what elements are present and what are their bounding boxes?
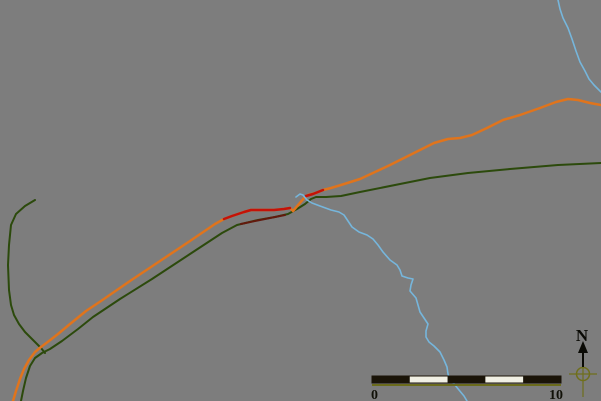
road-red-section-west (222, 206, 292, 221)
river-main (295, 193, 468, 401)
scale-bar: 0 10 (371, 375, 563, 401)
scale-bar-segments (372, 376, 561, 383)
scale-label-start: 0 (371, 388, 378, 401)
scale-bar-segment (485, 376, 524, 383)
north-arrow-icon (578, 341, 588, 353)
compass-rose: N (569, 326, 597, 397)
road-green-branch (7, 199, 46, 354)
scale-bar-segment (409, 376, 448, 383)
road-red-section-east (304, 188, 325, 198)
map-features-layer (7, 0, 601, 401)
scale-bar-underline (372, 384, 561, 386)
compass-circle (575, 366, 591, 382)
scale-bar-segment (372, 376, 410, 383)
scale-bar-segment (447, 376, 486, 383)
road-maroon-section (240, 214, 286, 225)
compass-north-label: N (576, 326, 589, 345)
road-orange-main (11, 97, 601, 401)
scale-bar-border (371, 375, 562, 384)
scale-bar-segment (523, 376, 561, 383)
scale-label-end: 10 (549, 388, 563, 401)
river-northeast (557, 0, 601, 93)
